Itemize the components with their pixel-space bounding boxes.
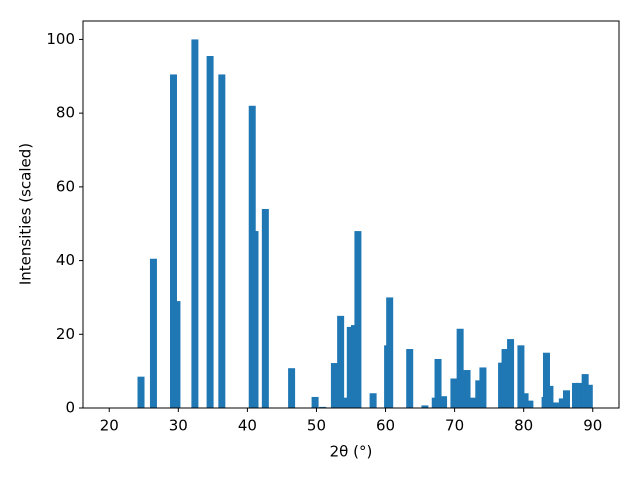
x-tick-label: 40 (238, 417, 257, 435)
bar (470, 397, 478, 408)
bar (501, 349, 509, 408)
bar (346, 326, 354, 408)
bar (149, 258, 157, 408)
y-tick-label: 0 (65, 399, 75, 417)
x-tick-label: 20 (100, 417, 119, 435)
x-tick-label: 50 (307, 417, 326, 435)
bar (576, 382, 584, 408)
bar (463, 370, 471, 408)
bar (475, 380, 483, 408)
x-axis-label: 2θ (°) (330, 443, 373, 461)
bar (542, 352, 550, 408)
plot-area (137, 39, 593, 409)
bar (421, 405, 429, 408)
bar (479, 367, 487, 408)
x-tick-label: 30 (169, 417, 188, 435)
bar (558, 398, 566, 408)
bar (206, 56, 214, 409)
bar (369, 393, 377, 408)
bar (526, 400, 534, 408)
bar (330, 363, 338, 408)
bar (169, 74, 177, 408)
bar (354, 231, 362, 408)
bar (507, 339, 515, 408)
x-tick-label: 90 (583, 417, 602, 435)
bar (456, 328, 464, 408)
bar (191, 39, 199, 409)
x-tick-label: 60 (376, 417, 395, 435)
bar (311, 396, 319, 408)
bar (517, 345, 525, 408)
bar (337, 315, 345, 408)
bar (251, 231, 259, 408)
bar (218, 74, 226, 408)
bar (340, 397, 348, 408)
y-tick-label: 40 (56, 251, 75, 269)
bar (434, 358, 442, 408)
bar (386, 297, 394, 408)
bar (440, 396, 448, 408)
bar (319, 406, 327, 408)
bar (406, 349, 414, 408)
bar (551, 402, 559, 408)
bar (571, 382, 579, 408)
axes-frame (82, 20, 620, 409)
bar (450, 378, 458, 408)
y-tick-label: 60 (56, 177, 75, 195)
y-tick-label: 80 (56, 104, 75, 122)
y-axis-label: Intensities (scaled) (17, 143, 35, 285)
bar (173, 301, 181, 408)
x-tick-label: 80 (514, 417, 533, 435)
y-tick-label: 20 (56, 325, 75, 343)
bar (137, 376, 145, 408)
bar (581, 374, 589, 408)
bar (563, 390, 571, 408)
bar (521, 393, 529, 408)
bar (261, 208, 269, 408)
bar (585, 384, 593, 408)
bar (546, 385, 554, 408)
bar (288, 368, 296, 408)
y-tick-label: 100 (46, 30, 75, 48)
x-tick-label: 70 (445, 417, 464, 435)
